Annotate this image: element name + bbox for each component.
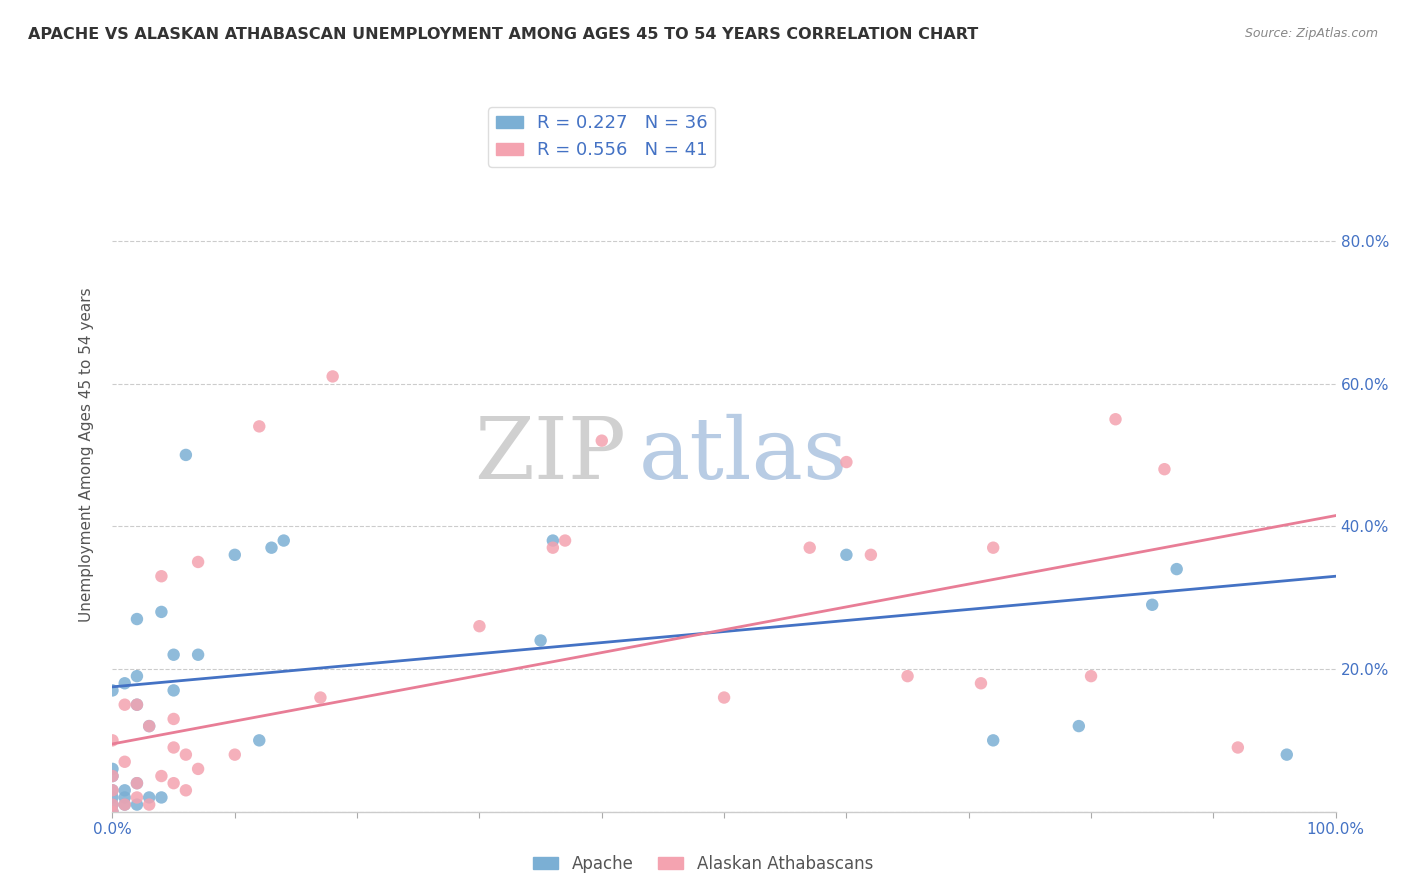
- Point: [150, 769, 173, 783]
- Legend: Apache, Alaskan Athabascans: Apache, Alaskan Athabascans: [526, 848, 880, 880]
- Point: [101, 762, 124, 776]
- Point: [1080, 669, 1102, 683]
- Point: [187, 762, 209, 776]
- Point: [260, 541, 283, 555]
- Point: [529, 633, 551, 648]
- Point: [101, 805, 124, 819]
- Point: [981, 733, 1004, 747]
- Point: [322, 369, 344, 384]
- Point: [1275, 747, 1298, 762]
- Point: [273, 533, 295, 548]
- Point: [138, 719, 160, 733]
- Point: [224, 747, 246, 762]
- Point: [101, 797, 124, 812]
- Point: [101, 733, 124, 747]
- Point: [101, 769, 124, 783]
- Point: [163, 648, 186, 662]
- Text: APACHE VS ALASKAN ATHABASCAN UNEMPLOYMENT AMONG AGES 45 TO 54 YEARS CORRELATION : APACHE VS ALASKAN ATHABASCAN UNEMPLOYMEN…: [28, 27, 979, 42]
- Point: [101, 805, 124, 819]
- Point: [163, 740, 186, 755]
- Point: [187, 648, 209, 662]
- Point: [125, 776, 148, 790]
- Point: [101, 783, 124, 797]
- Point: [247, 419, 270, 434]
- Point: [224, 548, 246, 562]
- Text: atlas: atlas: [638, 413, 848, 497]
- Point: [859, 548, 882, 562]
- Point: [150, 569, 173, 583]
- Point: [1067, 719, 1090, 733]
- Point: [174, 448, 197, 462]
- Point: [138, 719, 160, 733]
- Point: [174, 747, 197, 762]
- Point: [309, 690, 332, 705]
- Point: [101, 797, 124, 812]
- Point: [125, 698, 148, 712]
- Point: [125, 698, 148, 712]
- Point: [591, 434, 613, 448]
- Text: ZIP: ZIP: [474, 413, 626, 497]
- Point: [835, 455, 858, 469]
- Point: [114, 783, 136, 797]
- Point: [713, 690, 735, 705]
- Point: [1153, 462, 1175, 476]
- Point: [101, 790, 124, 805]
- Point: [150, 605, 173, 619]
- Point: [114, 797, 136, 812]
- Point: [835, 548, 858, 562]
- Point: [101, 783, 124, 797]
- Point: [114, 698, 136, 712]
- Point: [125, 790, 148, 805]
- Point: [101, 769, 124, 783]
- Point: [897, 669, 920, 683]
- Point: [150, 790, 173, 805]
- Point: [247, 733, 270, 747]
- Point: [125, 797, 148, 812]
- Point: [541, 533, 564, 548]
- Point: [174, 783, 197, 797]
- Point: [138, 790, 160, 805]
- Point: [101, 683, 124, 698]
- Point: [1226, 740, 1249, 755]
- Point: [541, 541, 564, 555]
- Text: Source: ZipAtlas.com: Source: ZipAtlas.com: [1244, 27, 1378, 40]
- Point: [125, 669, 148, 683]
- Point: [114, 797, 136, 812]
- Point: [114, 676, 136, 690]
- Point: [114, 755, 136, 769]
- Point: [125, 776, 148, 790]
- Point: [799, 541, 821, 555]
- Point: [163, 683, 186, 698]
- Point: [970, 676, 993, 690]
- Point: [114, 790, 136, 805]
- Point: [1166, 562, 1188, 576]
- Point: [163, 712, 186, 726]
- Point: [981, 541, 1004, 555]
- Point: [163, 776, 186, 790]
- Point: [1104, 412, 1126, 426]
- Y-axis label: Unemployment Among Ages 45 to 54 years: Unemployment Among Ages 45 to 54 years: [79, 287, 94, 623]
- Legend: R = 0.227   N = 36, R = 0.556   N = 41: R = 0.227 N = 36, R = 0.556 N = 41: [488, 107, 716, 167]
- Point: [554, 533, 576, 548]
- Point: [468, 619, 491, 633]
- Point: [138, 797, 160, 812]
- Point: [1142, 598, 1164, 612]
- Point: [187, 555, 209, 569]
- Point: [125, 612, 148, 626]
